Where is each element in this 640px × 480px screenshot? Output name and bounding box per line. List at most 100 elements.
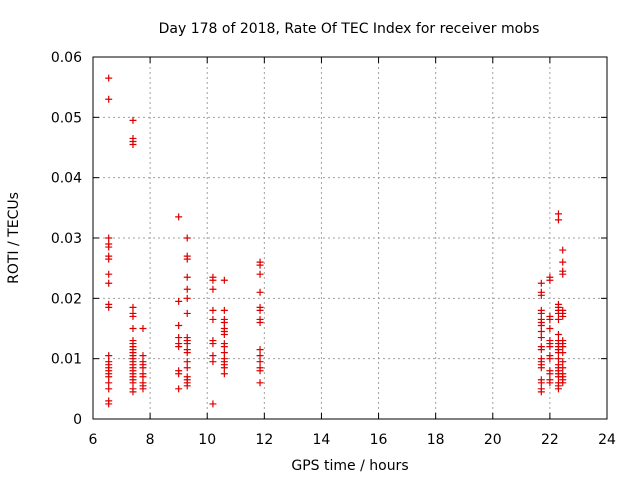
data-point bbox=[537, 364, 545, 372]
data-point bbox=[129, 325, 137, 332]
data-point bbox=[537, 321, 545, 329]
data-point bbox=[183, 294, 191, 302]
x-tick-label: 14 bbox=[313, 432, 331, 448]
data-point bbox=[537, 379, 545, 387]
data-point bbox=[220, 276, 228, 284]
data-point bbox=[554, 331, 562, 339]
data-point bbox=[175, 343, 183, 351]
data-point bbox=[209, 276, 217, 284]
data-point bbox=[139, 325, 147, 332]
data-point bbox=[105, 379, 113, 387]
data-point bbox=[183, 364, 191, 372]
y-tick-label: 0.01 bbox=[51, 352, 82, 368]
data-point bbox=[209, 400, 217, 408]
data-point bbox=[139, 385, 147, 393]
data-point bbox=[105, 243, 113, 251]
data-point bbox=[546, 370, 554, 378]
data-point bbox=[537, 388, 545, 396]
data-point bbox=[183, 255, 191, 263]
data-point bbox=[183, 273, 191, 281]
data-point bbox=[537, 309, 545, 317]
data-point bbox=[554, 355, 562, 363]
data-point bbox=[220, 349, 228, 357]
y-tick-label: 0.06 bbox=[51, 50, 82, 66]
data-point bbox=[559, 358, 567, 366]
data-point bbox=[209, 315, 217, 323]
data-point bbox=[105, 303, 113, 311]
data-point bbox=[554, 315, 562, 323]
x-tick-label: 6 bbox=[89, 432, 98, 448]
data-point bbox=[559, 379, 567, 387]
data-point bbox=[537, 279, 545, 287]
data-point bbox=[175, 297, 183, 305]
data-point bbox=[220, 318, 228, 326]
data-point bbox=[554, 216, 562, 224]
data-point bbox=[256, 352, 264, 360]
x-axis-label: GPS time / hours bbox=[291, 458, 408, 474]
data-point bbox=[220, 343, 228, 351]
data-point bbox=[183, 358, 191, 366]
y-tick-label: 0.05 bbox=[51, 110, 82, 126]
y-tick-label: 0.04 bbox=[51, 171, 82, 187]
data-point bbox=[256, 288, 264, 296]
x-axis-ticks: 6 8 10 12 14 16 18 20 22 24 bbox=[89, 57, 616, 448]
y-tick-label: 0.02 bbox=[51, 291, 82, 307]
data-point bbox=[183, 234, 191, 242]
data-point bbox=[546, 325, 554, 332]
data-point bbox=[256, 261, 264, 269]
data-point bbox=[559, 343, 567, 351]
data-point bbox=[129, 388, 137, 396]
data-point bbox=[175, 370, 183, 378]
data-point bbox=[105, 352, 113, 360]
x-tick-label: 18 bbox=[427, 432, 445, 448]
data-point bbox=[256, 306, 264, 314]
data-point bbox=[105, 279, 113, 287]
data-point bbox=[209, 358, 217, 366]
data-point bbox=[220, 331, 228, 339]
data-point bbox=[209, 285, 217, 293]
data-point bbox=[546, 343, 554, 351]
y-axis-label: ROTI / TECUs bbox=[6, 192, 22, 284]
data-point bbox=[537, 328, 545, 336]
data-point bbox=[105, 95, 113, 103]
x-tick-label: 20 bbox=[484, 432, 502, 448]
y-tick-label: 0.03 bbox=[51, 231, 82, 247]
data-point bbox=[105, 385, 113, 393]
data-point bbox=[175, 334, 183, 342]
data-point bbox=[546, 315, 554, 323]
data-point bbox=[175, 321, 183, 329]
data-point bbox=[139, 352, 147, 360]
data-point bbox=[537, 334, 545, 342]
data-point bbox=[256, 358, 264, 366]
data-point bbox=[559, 349, 567, 357]
data-point bbox=[105, 255, 113, 263]
data-point bbox=[129, 303, 137, 311]
data-point bbox=[546, 276, 554, 284]
data-point bbox=[537, 346, 545, 354]
x-tick-label: 10 bbox=[198, 432, 216, 448]
data-point bbox=[139, 364, 147, 372]
data-point bbox=[105, 74, 113, 82]
data-point bbox=[554, 385, 562, 393]
data-point bbox=[546, 379, 554, 387]
data-point bbox=[209, 340, 217, 348]
x-tick-label: 24 bbox=[598, 432, 616, 448]
x-tick-label: 12 bbox=[255, 432, 273, 448]
data-point bbox=[105, 270, 113, 278]
data-points bbox=[105, 74, 567, 408]
chart-title: Day 178 of 2018, Rate Of TEC Index for r… bbox=[159, 21, 540, 37]
data-point bbox=[546, 355, 554, 363]
data-point bbox=[220, 364, 228, 372]
data-point bbox=[175, 213, 183, 221]
plot-frame bbox=[92, 56, 608, 420]
data-point bbox=[554, 210, 562, 218]
data-point bbox=[256, 367, 264, 375]
data-point bbox=[559, 258, 567, 266]
data-point bbox=[256, 346, 264, 354]
y-axis-ticks: 0 0.01 0.02 0.03 0.04 0.05 0.06 bbox=[51, 50, 607, 428]
data-point bbox=[183, 340, 191, 348]
data-point bbox=[105, 400, 113, 408]
data-point bbox=[209, 352, 217, 360]
data-point bbox=[256, 270, 264, 278]
